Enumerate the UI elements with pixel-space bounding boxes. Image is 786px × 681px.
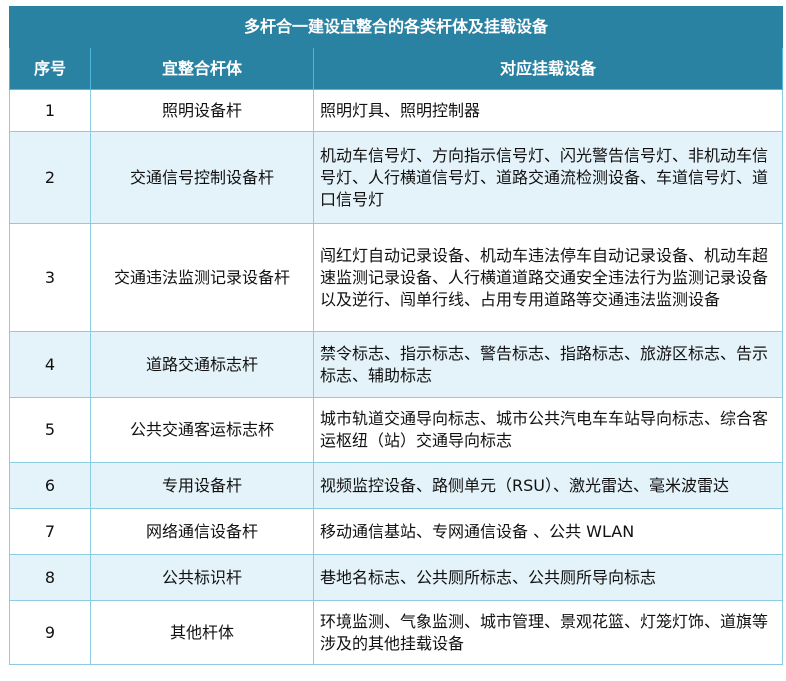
row-devices: 城市轨道交通导向标志、城市公共汽电车车站导向标志、综合客运枢纽（站）交通导向标志 <box>313 397 783 463</box>
row-number: 4 <box>9 331 91 398</box>
table-title: 多杆合一建设宜整合的各类杆体及挂载设备 <box>9 6 783 48</box>
row-devices: 禁令标志、指示标志、警告标志、指路标志、旅游区标志、告示标志、辅助标志 <box>313 331 783 398</box>
row-devices: 照明灯具、照明控制器 <box>313 89 783 132</box>
row-pole: 交通信号控制设备杆 <box>90 131 314 224</box>
row-devices: 视频监控设备、路侧单元（RSU）、激光雷达、毫米波雷达 <box>313 462 783 509</box>
row-pole: 道路交通标志杆 <box>90 331 314 398</box>
table-row: 9 其他杆体 环境监测、气象监测、城市管理、景观花篮、灯笼灯饰、道旗等涉及的其他挂载… <box>9 600 783 665</box>
row-number: 8 <box>9 554 91 601</box>
table-row: 6 专用设备杆 视频监控设备、路侧单元（RSU）、激光雷达、毫米波雷达 <box>9 462 783 509</box>
row-pole: 专用设备杆 <box>90 462 314 509</box>
row-pole: 照明设备杆 <box>90 89 314 132</box>
row-pole: 其他杆体 <box>90 600 314 665</box>
table-row: 4 道路交通标志杆 禁令标志、指示标志、警告标志、指路标志、旅游区标志、告示标志、辅… <box>9 331 783 398</box>
header-pole: 宜整合杆体 <box>90 47 314 90</box>
header-devices: 对应挂载设备 <box>313 47 783 90</box>
table-row: 8 公共标识杆 巷地名标志、公共厕所标志、公共厕所导向标志 <box>9 554 783 601</box>
row-number: 6 <box>9 462 91 509</box>
table-row: 1 照明设备杆 照明灯具、照明控制器 <box>9 89 783 132</box>
row-number: 1 <box>9 89 91 132</box>
row-devices: 移动通信基站、专网通信设备 、公共 WLAN <box>313 508 783 555</box>
row-pole: 公共交通客运标志杯 <box>90 397 314 463</box>
row-devices: 巷地名标志、公共厕所标志、公共厕所导向标志 <box>313 554 783 601</box>
row-pole: 公共标识杆 <box>90 554 314 601</box>
table-row: 7 网络通信设备杆 移动通信基站、专网通信设备 、公共 WLAN <box>9 508 783 555</box>
row-number: 5 <box>9 397 91 463</box>
row-devices: 闯红灯自动记录设备、机动车违法停车自动记录设备、机动车超速监测记录设备、人行横道… <box>313 223 783 332</box>
row-pole: 网络通信设备杆 <box>90 508 314 555</box>
row-devices: 机动车信号灯、方向指示信号灯、闪光警告信号灯、非机动车信号灯、人行横道信号灯、道… <box>313 131 783 224</box>
pole-equipment-table: 多杆合一建设宜整合的各类杆体及挂载设备 序号 宜整合杆体 对应挂载设备 1 照明设… <box>9 6 783 665</box>
row-pole: 交通违法监测记录设备杆 <box>90 223 314 332</box>
table-row: 5 公共交通客运标志杯 城市轨道交通导向标志、城市公共汽电车车站导向标志、综合客运枢… <box>9 397 783 463</box>
row-number: 7 <box>9 508 91 555</box>
header-number: 序号 <box>9 47 91 90</box>
table-row: 2 交通信号控制设备杆 机动车信号灯、方向指示信号灯、闪光警告信号灯、非机动车信号灯… <box>9 131 783 224</box>
table-row: 3 交通违法监测记录设备杆 闯红灯自动记录设备、机动车违法停车自动记录设备、机动车超… <box>9 223 783 332</box>
row-number: 3 <box>9 223 91 332</box>
row-devices: 环境监测、气象监测、城市管理、景观花篮、灯笼灯饰、道旗等涉及的其他挂载设备 <box>313 600 783 665</box>
row-number: 2 <box>9 131 91 224</box>
row-number: 9 <box>9 600 91 665</box>
